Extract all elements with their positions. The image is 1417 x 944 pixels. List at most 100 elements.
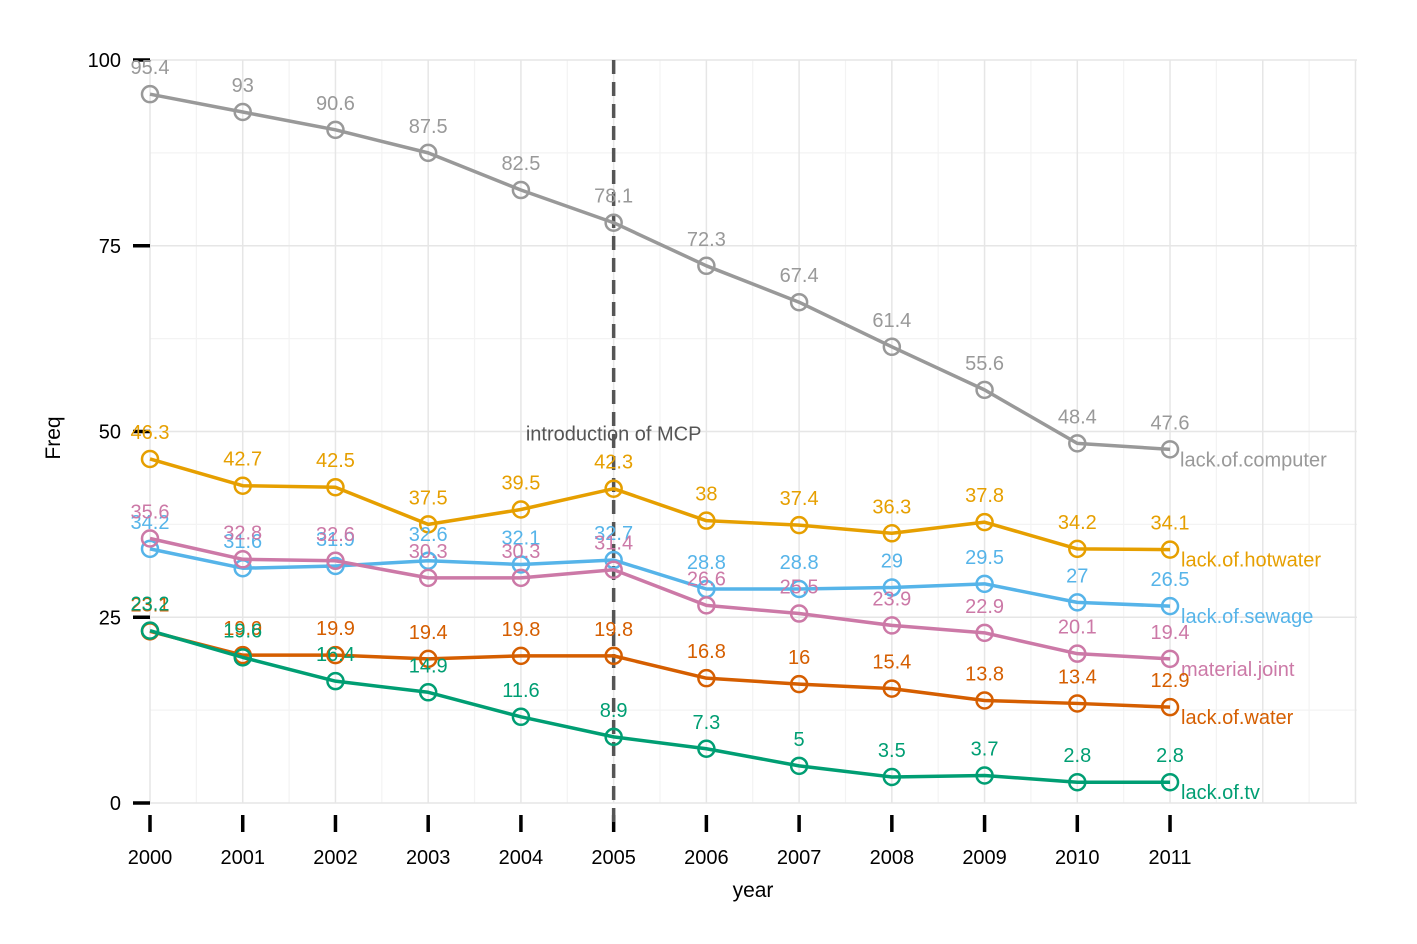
x-tick-label: 2008 [870,847,915,869]
data-point [326,556,345,576]
data-point [789,515,809,535]
data-label: 72.3 [687,229,726,251]
data-label: 95.4 [131,57,170,79]
data-label: 55.6 [965,353,1004,375]
data-label: 3.7 [971,739,999,761]
data-point [789,674,809,694]
data-point [882,524,902,543]
x-tick-label: 2002 [313,847,358,869]
data-label: 32.1 [501,527,540,549]
x-tick-label: 2004 [499,847,544,869]
data-label: 37.4 [780,488,819,510]
data-label: 29.5 [965,547,1004,569]
data-label: 30.3 [409,541,448,563]
data-label: 32.7 [594,523,633,545]
data-point [511,646,531,666]
data-label: 3.5 [878,740,906,762]
data-label: 42.7 [223,449,262,471]
data-label: 2.8 [1156,745,1184,767]
y-tick-label: 100 [88,50,121,72]
data-point [233,648,252,667]
data-point [604,727,623,747]
data-label: 35.6 [131,501,170,523]
data-label: 16.8 [687,641,726,663]
data-point [418,515,438,534]
data-point [1160,649,1180,669]
data-label: 16.4 [316,644,355,666]
data-label: 23.1 [131,594,170,616]
x-tick-label: 2001 [220,847,265,869]
y-tick-label: 75 [99,236,121,258]
x-tick-label: 2006 [684,847,729,869]
data-point [326,645,345,665]
data-label: 32.8 [223,522,262,544]
data-label-layer: 95.4 93 90.6 87.5 82.5 78.1 72.3 67.4 61.4 55.6 48… [131,57,1328,804]
data-label: 19.9 [316,618,355,640]
data-label: 31.4 [594,533,633,555]
y-tick-label: 25 [99,607,121,629]
data-label: 30.3 [501,541,540,563]
data-label: 32.6 [409,524,448,546]
data-point [697,739,716,759]
data-label: 5 [794,729,805,751]
data-label: 2.8 [1063,745,1091,767]
data-point [604,560,623,579]
data-label: 34.2 [131,512,170,534]
data-point [511,707,531,727]
series-line [149,547,1171,608]
series-lack.of.computer [140,84,1180,459]
data-label: 34.2 [1058,512,1097,534]
data-point [418,143,438,163]
data-label: 39.5 [501,473,540,495]
data-point [418,683,438,702]
data-point [975,512,994,532]
series-end-label: lack.of.computer [1180,449,1327,471]
data-point [326,551,345,571]
x-tick-label: 2003 [406,847,451,869]
data-point [418,649,438,669]
data-point [1160,697,1180,717]
data-label: 31.9 [316,529,355,551]
series-line [149,536,1171,661]
data-label: 16 [788,647,810,669]
data-point [140,529,160,548]
data-label: 19.8 [594,619,633,641]
data-point [604,213,623,232]
data-label: 19.4 [1151,622,1190,644]
data-label: 26.5 [1151,569,1190,591]
data-label: 26.6 [687,568,726,590]
data-label: 28.8 [687,552,726,574]
data-label: 37.8 [965,485,1004,507]
data-point [233,550,252,569]
data-label: 93 [232,75,254,97]
data-label: 13.4 [1058,666,1097,688]
data-point [1068,593,1087,612]
data-point [511,180,531,200]
data-point [511,568,531,588]
data-point [789,756,809,776]
data-point [1068,644,1087,663]
data-point [1160,540,1180,559]
data-label: 20.1 [1058,617,1097,639]
series-line [149,92,1171,452]
data-label: 28.8 [780,552,819,574]
data-label: 8.9 [600,700,628,722]
data-label: 11.6 [502,680,539,702]
data-label: 27 [1066,565,1088,587]
series-lack.of.hotwater [140,449,1180,559]
data-label: 42.5 [316,450,355,472]
data-point [697,256,716,276]
x-tick-label: 2009 [962,847,1007,869]
data-label: 19.6 [223,620,262,642]
x-tick-label: 2010 [1055,847,1100,869]
data-point [882,616,902,635]
data-point [882,578,902,597]
data-point [697,668,716,688]
data-point [326,477,345,497]
data-point [1160,596,1180,616]
data-point [140,84,160,104]
data-point [418,568,438,588]
data-point [1068,772,1087,792]
data-label: 7.3 [692,712,720,734]
